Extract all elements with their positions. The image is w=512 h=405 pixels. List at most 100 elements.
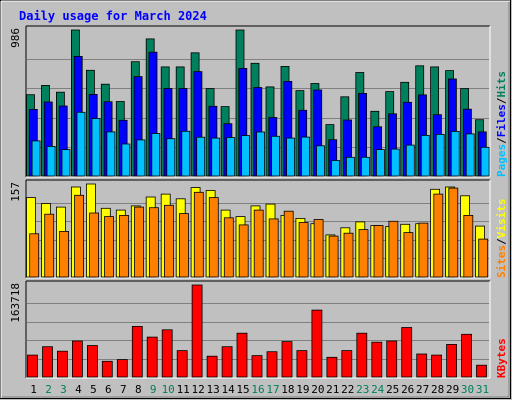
bar-pages-day-29	[450, 130, 460, 177]
day-labels: 1 2 3 4 5 6 7 8 9 10 11 12 13 14 15 16 17 18 19 20 21 22 23 24 2…	[30, 383, 489, 396]
bar-kbytes-day-18	[281, 341, 293, 378]
bar-sites-day-28	[433, 193, 444, 278]
bar-kbytes-day-23	[356, 332, 368, 378]
chart-title: Daily usage for March 2024	[19, 9, 207, 23]
bar-kbytes-day-15	[236, 332, 248, 378]
day-label-2: 2	[45, 383, 52, 396]
bar-sites-day-29	[448, 187, 459, 278]
bar-sites-day-31	[478, 238, 489, 278]
bar-kbytes-day-25	[386, 340, 398, 378]
bar-kbytes-day-6	[101, 360, 113, 378]
bar-kbytes-day-1	[27, 354, 38, 378]
bar-kbytes-day-30	[461, 333, 473, 378]
bar-sites-day-23	[358, 229, 369, 278]
bar-sites-day-22	[343, 232, 354, 278]
chart-panels: 986Pages/Files/Hits157Sites/Visits163718…	[9, 25, 508, 379]
panel-requests-ymax-label: 986	[9, 28, 22, 48]
day-label-7: 7	[120, 383, 127, 396]
legend-item: /	[495, 238, 508, 245]
day-label-28: 28	[431, 383, 444, 396]
bar-pages-day-20	[316, 145, 325, 177]
legend-item: Sites	[495, 245, 508, 278]
legend-item: Hits	[495, 71, 508, 98]
bar-kbytes-day-16	[251, 355, 263, 378]
bar-sites-day-10	[163, 204, 174, 278]
day-label-8: 8	[135, 383, 142, 396]
bar-pages-day-6	[106, 131, 116, 177]
panel-visitors: 157 Sites/Visits	[9, 179, 508, 279]
day-label-24: 24	[371, 383, 385, 396]
bar-kbytes-day-19	[296, 350, 308, 378]
day-label-31: 31	[476, 383, 489, 396]
day-label-14: 14	[221, 383, 235, 396]
bar-pages-day-13	[211, 137, 221, 177]
bar-kbytes-day-5	[87, 345, 98, 378]
bar-kbytes-day-22	[341, 350, 353, 378]
panel-traffic: 163718 KBytes	[9, 280, 508, 379]
panel-requests-legend: Pages/Files/Hits	[495, 71, 508, 177]
day-label-6: 6	[105, 383, 112, 396]
bar-pages-day-18	[286, 137, 296, 177]
bar-kbytes-day-20	[311, 309, 323, 378]
day-label-1: 1	[30, 383, 37, 396]
bar-pages-day-26	[405, 144, 415, 177]
bar-sites-day-1	[29, 233, 40, 278]
bar-kbytes-day-14	[221, 346, 233, 378]
bar-sites-day-21	[328, 235, 339, 278]
bar-pages-day-27	[420, 134, 430, 177]
bar-pages-day-19	[301, 136, 310, 177]
legend-item: /	[495, 137, 508, 144]
bar-pages-day-11	[181, 130, 191, 177]
bar-sites-day-17	[268, 218, 279, 278]
bar-sites-day-9	[148, 207, 159, 278]
day-label-29: 29	[446, 383, 459, 396]
day-label-4: 4	[75, 383, 82, 396]
bar-pages-day-25	[390, 148, 400, 177]
bar-pages-day-5	[91, 118, 101, 177]
bar-kbytes-day-13	[206, 355, 218, 378]
day-label-20: 20	[311, 383, 324, 396]
bar-sites-day-25	[388, 220, 399, 278]
bar-sites-day-15	[238, 224, 249, 278]
bar-sites-day-24	[373, 225, 384, 278]
bar-pages-day-24	[375, 149, 385, 177]
day-label-13: 13	[206, 383, 219, 396]
bar-sites-day-20	[313, 219, 324, 278]
day-label-9: 9	[150, 383, 157, 396]
bar-pages-day-9	[151, 133, 161, 177]
bar-pages-day-2	[46, 145, 56, 177]
bar-kbytes-day-24	[371, 341, 383, 378]
bar-kbytes-day-27	[416, 353, 428, 378]
bar-sites-day-30	[463, 214, 474, 278]
day-label-21: 21	[326, 383, 339, 396]
bar-pages-day-28	[435, 133, 445, 177]
bar-sites-day-6	[104, 216, 114, 278]
bar-kbytes-day-8	[131, 325, 143, 378]
day-label-17: 17	[266, 383, 279, 396]
day-label-22: 22	[341, 383, 354, 396]
legend-item: Files	[495, 104, 508, 137]
day-label-12: 12	[191, 383, 204, 396]
bar-pages-day-3	[61, 149, 71, 177]
panel-visitors-ymax-label: 157	[9, 182, 22, 202]
bar-pages-day-30	[465, 133, 475, 177]
bar-kbytes-day-28	[431, 354, 443, 378]
bar-sites-day-18	[283, 210, 294, 278]
bar-sites-day-8	[134, 206, 144, 278]
bar-pages-day-22	[345, 156, 355, 177]
bar-pages-day-1	[31, 140, 41, 177]
bar-kbytes-day-7	[116, 359, 128, 378]
bar-pages-day-15	[241, 135, 251, 177]
bar-sites-day-4	[74, 194, 84, 278]
bar-kbytes-day-31	[476, 364, 487, 378]
day-label-15: 15	[236, 383, 249, 396]
bar-kbytes-day-21	[326, 356, 338, 378]
bar-pages-day-8	[136, 139, 146, 177]
bar-sites-day-11	[178, 213, 189, 278]
day-label-26: 26	[401, 383, 414, 396]
bar-pages-day-17	[271, 135, 281, 177]
bar-kbytes-day-29	[446, 343, 458, 378]
bar-kbytes-day-9	[146, 336, 158, 378]
